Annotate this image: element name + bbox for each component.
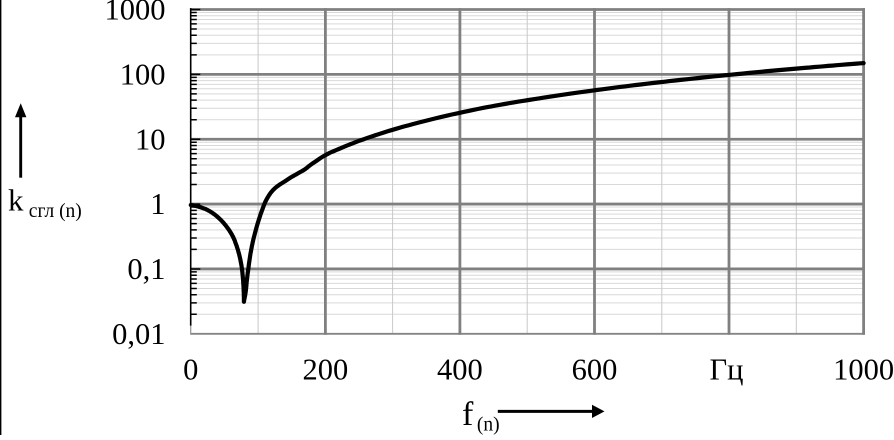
svg-text:0,01: 0,01 — [112, 317, 165, 351]
svg-text:10: 10 — [135, 122, 166, 156]
svg-text:f: f — [462, 396, 474, 433]
svg-text:1000: 1000 — [105, 0, 166, 27]
svg-text:600: 600 — [572, 353, 618, 387]
svg-text:k: k — [8, 183, 24, 218]
svg-text:1: 1 — [150, 187, 165, 221]
svg-text:400: 400 — [437, 353, 483, 387]
svg-text:сгл (n): сгл (n) — [29, 201, 82, 222]
svg-text:1000: 1000 — [833, 353, 894, 387]
svg-text:200: 200 — [302, 353, 348, 387]
svg-text:100: 100 — [120, 57, 166, 91]
svg-text:Гц: Гц — [710, 353, 744, 387]
svg-text:0,1: 0,1 — [127, 252, 165, 286]
svg-text:0: 0 — [183, 353, 198, 387]
svg-text:(n): (n) — [477, 414, 500, 435]
